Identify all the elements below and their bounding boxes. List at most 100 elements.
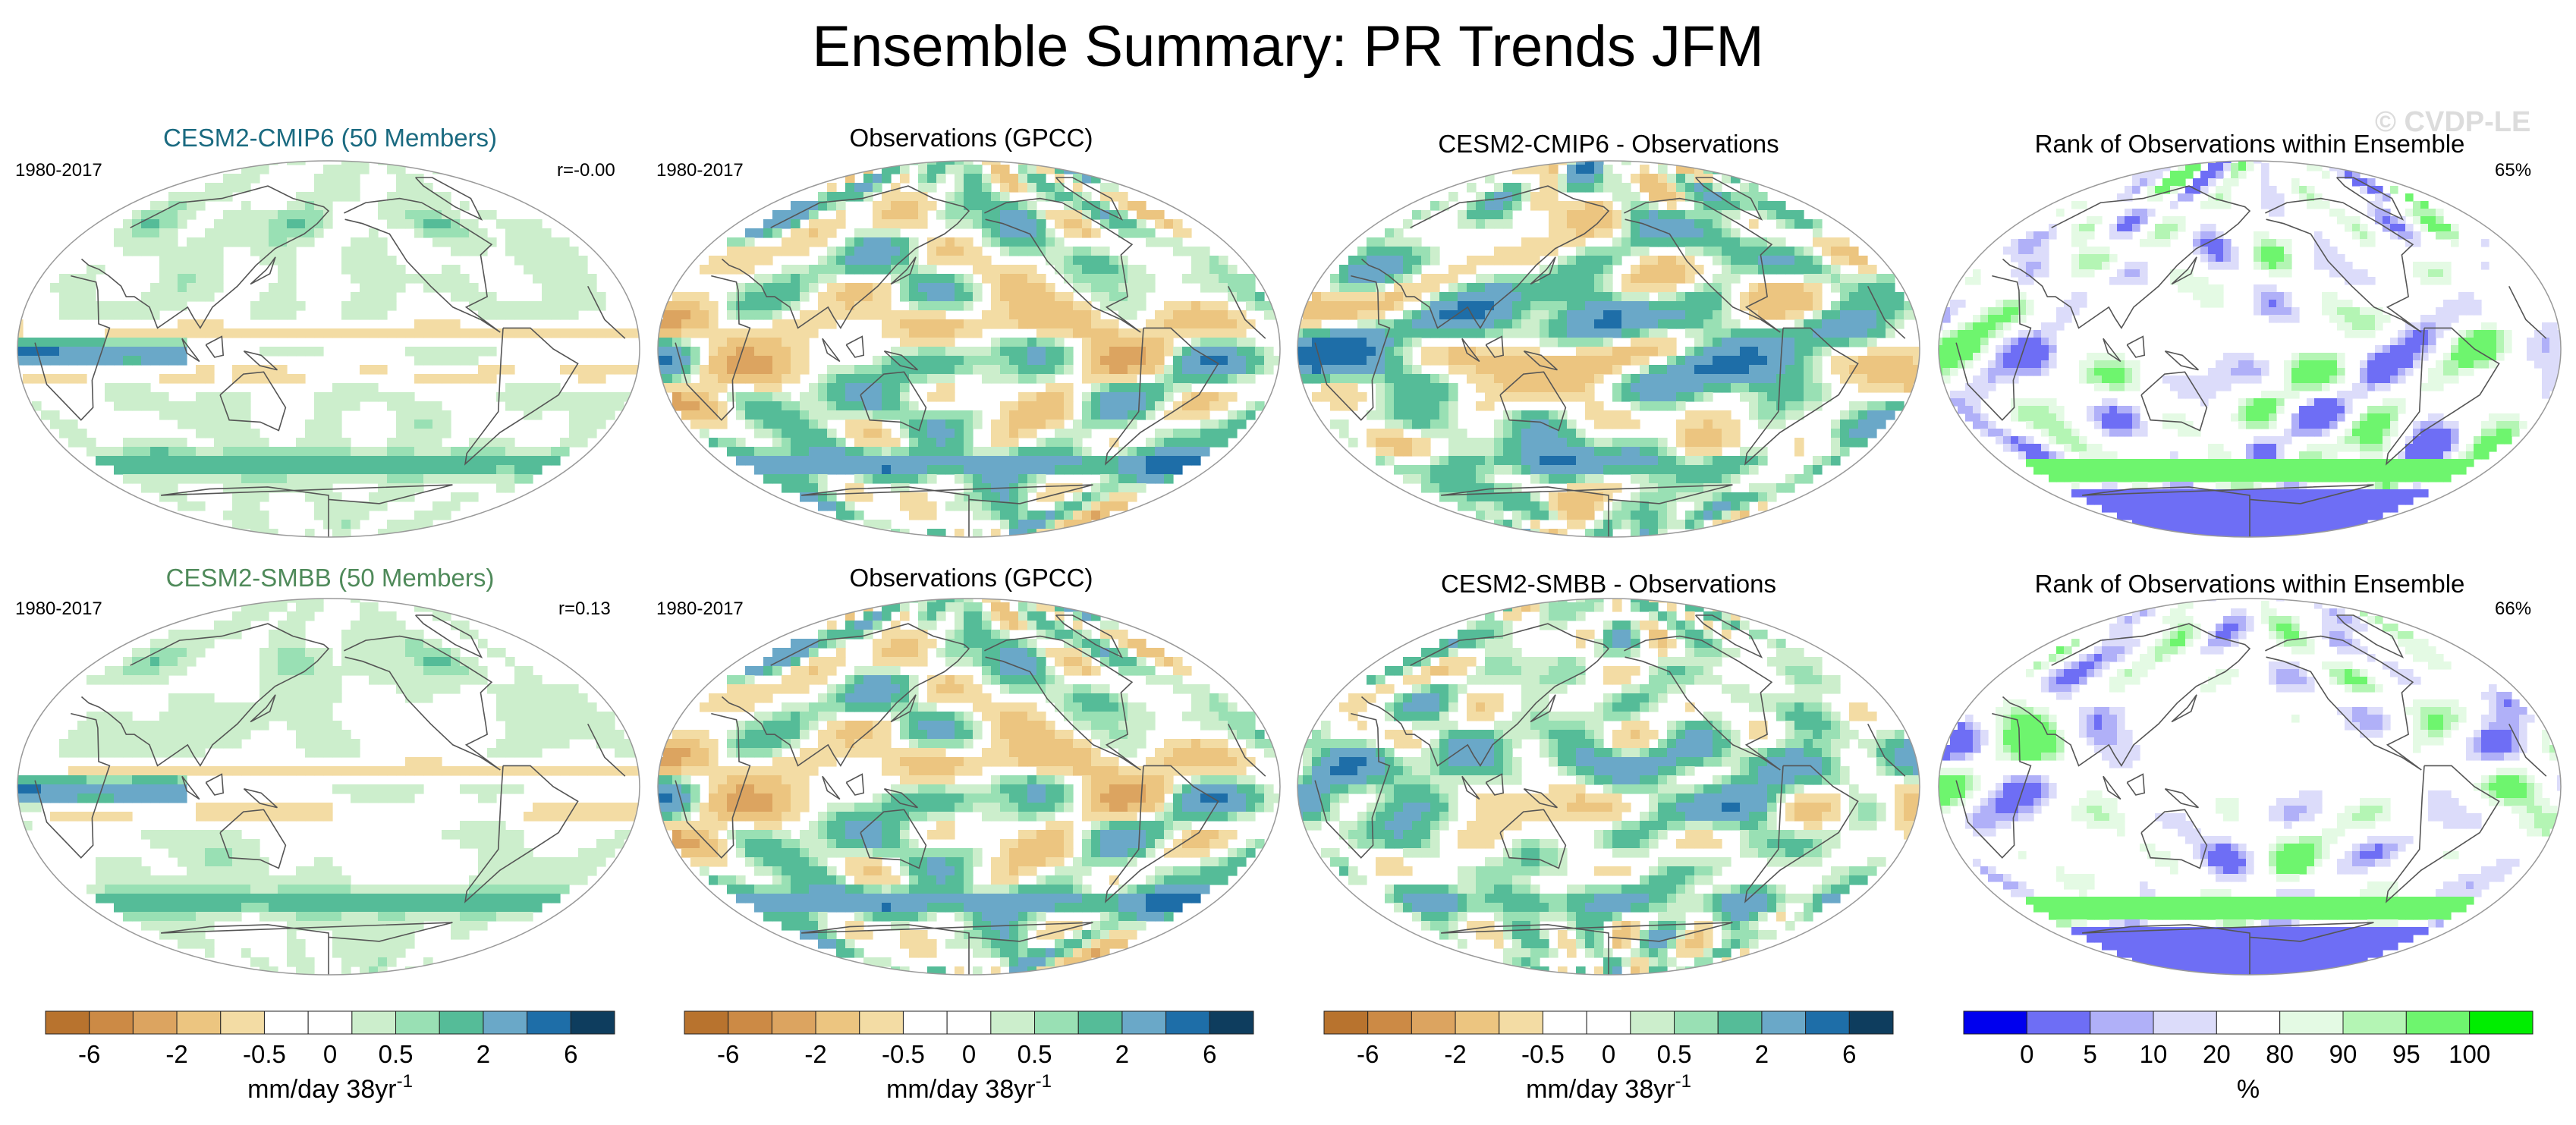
panel-rankpct-r2c4: 66%	[2495, 599, 2532, 619]
panel-period-r2c1: 1980-2017	[15, 599, 102, 619]
panel-rankpct-r1c4: 65%	[2495, 160, 2532, 181]
map-field	[1939, 599, 2561, 975]
map-field	[1297, 161, 1920, 537]
colorbar-swatch	[1034, 1010, 1079, 1035]
coastline	[250, 694, 276, 723]
colorbar-swatch	[1761, 1010, 1807, 1035]
colorbar-tick-label: 0.5	[1657, 1040, 1692, 1068]
colorbar-swatch	[1077, 1010, 1123, 1035]
colorbar-swatch	[1586, 1010, 1631, 1035]
coastline	[181, 338, 200, 363]
coastline	[675, 712, 1266, 859]
coastline	[2336, 614, 2405, 658]
coastline	[845, 335, 865, 358]
colorbar-tick-label: 0	[2020, 1040, 2033, 1068]
colorbar-tick-label: 5	[2083, 1040, 2096, 1068]
colorbar-tick-label: 20	[2203, 1040, 2231, 1068]
map-r1c3	[1297, 160, 1920, 538]
coastline	[984, 197, 1141, 333]
coastline	[1530, 694, 1556, 723]
map-r1c2	[657, 160, 1281, 538]
colorbar-tick-label: 2	[1755, 1040, 1769, 1068]
coastline	[2171, 256, 2197, 285]
panel-corr-r1c1: r=-0.00	[557, 160, 615, 181]
coastline	[2164, 350, 2199, 371]
panel-title-r1c1: CESM2-CMIP6 (50 Members)	[162, 124, 498, 152]
coastline	[1744, 327, 1859, 466]
map-field	[1297, 599, 1920, 975]
coastline	[219, 809, 287, 869]
colorbar-4: 0 5 10 20 80 90 95 100%	[1963, 1010, 2534, 1104]
coastline	[822, 775, 841, 800]
colorbar-tick-label: -6	[717, 1040, 739, 1068]
coastline	[219, 371, 287, 432]
colorbar-swatch	[2153, 1010, 2217, 1035]
panel-title-r2c3: CESM2-SMBB - Observations	[1441, 570, 1776, 598]
map-border	[17, 598, 640, 976]
colorbar-units-label: mm/day 38yr-1	[886, 1071, 1052, 1104]
coastline	[2164, 788, 2199, 809]
colorbar-tick-label: 0.5	[379, 1040, 414, 1068]
colorbar-tick-label: 95	[2392, 1040, 2420, 1068]
coastline	[243, 788, 278, 809]
colorbar-swatch	[2469, 1010, 2534, 1035]
main-title: Ensemble Summary: PR Trends JFM	[812, 14, 1764, 79]
coastline	[2140, 371, 2208, 432]
coastline	[205, 335, 225, 358]
colorbar-swatch	[1848, 1010, 1894, 1035]
colorbar-tick-label: -0.5	[882, 1040, 925, 1068]
coastline	[2126, 335, 2146, 358]
colorbar-swatch	[1717, 1010, 1763, 1035]
colorbar-swatch	[483, 1010, 528, 1035]
coastline	[1485, 773, 1505, 796]
coastline	[464, 327, 579, 466]
map-field	[658, 161, 1280, 537]
coastline	[2103, 775, 2122, 800]
map-r2c4	[1938, 598, 2562, 976]
colorbar-swatch	[771, 1010, 816, 1035]
colorbar-swatch	[990, 1010, 1036, 1035]
coastline	[1461, 338, 1480, 363]
panel-period-r1c1: 1980-2017	[15, 160, 102, 181]
colorbar-tick-label: -2	[1444, 1040, 1466, 1068]
coastline	[2081, 484, 2374, 537]
colorbar-tick-label: 0	[1602, 1040, 1615, 1068]
colorbar-swatch	[1455, 1010, 1500, 1035]
coastline	[1485, 335, 1505, 358]
colorbar-2: -6 -2 -0.5 0 0.5 2 6 mm/day 38yr-1	[684, 1010, 1254, 1104]
colorbar-swatch	[902, 1010, 948, 1035]
coastline	[1440, 922, 1733, 975]
colorbar-swatch	[527, 1010, 571, 1035]
colorbar-swatch	[2090, 1010, 2154, 1035]
map-r2c1	[17, 598, 640, 976]
coastline	[464, 765, 579, 903]
colorbar-tick-label: -2	[804, 1040, 826, 1068]
panel-title-r2c1: CESM2-SMBB (50 Members)	[165, 564, 495, 592]
colorbar-swatch	[1805, 1010, 1850, 1035]
panel-title-r1c4: Rank of Observations within Ensemble	[2034, 130, 2465, 158]
coastline	[1440, 484, 1733, 537]
map-border	[17, 160, 640, 538]
colorbar-swatch	[263, 1010, 309, 1035]
colorbar-swatch	[1963, 1010, 2027, 1035]
colorbar-tick-label: -6	[78, 1040, 100, 1068]
coastline	[1314, 712, 1906, 859]
colorbar-swatch	[1542, 1010, 1587, 1035]
colorbar-swatch	[395, 1010, 440, 1035]
colorbar-tick-label: 2	[477, 1040, 490, 1068]
coastline	[160, 484, 453, 537]
coastline	[2336, 177, 2405, 221]
coastline	[2265, 635, 2422, 771]
coastline	[181, 775, 200, 800]
colorbar-swatch	[1674, 1010, 1719, 1035]
colorbar-units-label: mm/day 38yr-1	[1526, 1071, 1691, 1104]
colorbar-swatch	[1411, 1010, 1456, 1035]
coastline	[1695, 177, 1763, 221]
coastline	[2140, 809, 2208, 869]
coastline	[2103, 338, 2122, 363]
map-border	[1938, 598, 2562, 976]
map-r2c3	[1297, 598, 1920, 976]
colorbar-tick-label: -2	[165, 1040, 187, 1068]
coastline	[822, 338, 841, 363]
coastline	[1695, 614, 1763, 658]
